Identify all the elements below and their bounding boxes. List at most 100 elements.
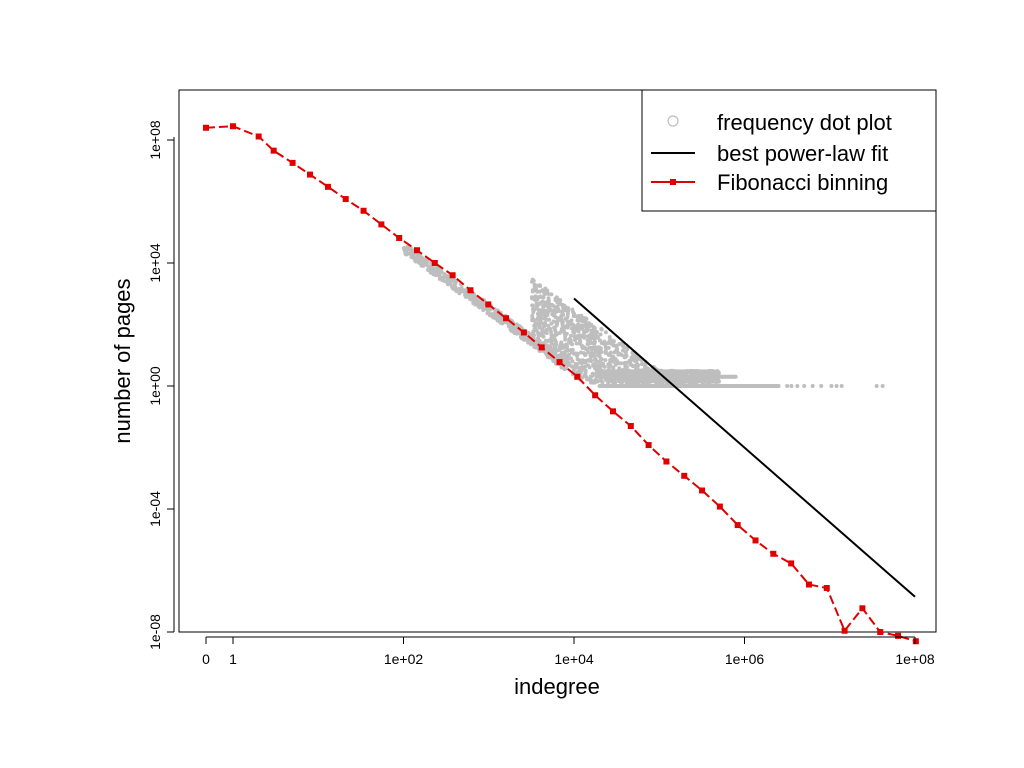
scatter-point — [476, 304, 481, 309]
scatter-point — [592, 326, 597, 331]
scatter-point — [776, 384, 781, 388]
scatter-point — [548, 329, 553, 334]
scatter-point — [708, 369, 713, 374]
scatter-point — [556, 307, 561, 312]
scatter-point — [419, 263, 424, 268]
scatter-point — [668, 377, 673, 382]
scatter-point — [536, 295, 541, 300]
legend-label-best-power-law-fit: best power-law fit — [717, 141, 888, 166]
scatter-point — [880, 384, 885, 388]
scatter-point — [566, 323, 571, 328]
scatter-point — [485, 307, 490, 312]
scatter-point — [529, 279, 534, 284]
legend-label-fibonacci-binning: Fibonacci binning — [717, 170, 888, 195]
scatter-point — [404, 252, 409, 257]
scatter-point — [611, 343, 616, 348]
power-law-fit-layer — [573, 297, 916, 598]
scatter-point — [434, 270, 439, 275]
scatter-point — [715, 377, 720, 382]
scatter-point — [424, 263, 429, 268]
fibonacci-point — [609, 408, 616, 415]
scatter-point — [607, 338, 612, 343]
scatter-point — [574, 365, 579, 370]
scatter-point — [633, 356, 638, 361]
scatter-point — [453, 279, 458, 284]
scatter-point — [413, 259, 418, 264]
scatter-point — [558, 301, 563, 306]
scatter-point — [560, 325, 565, 330]
scatter-point — [523, 335, 528, 340]
scatter-point — [537, 283, 542, 288]
scatter-point — [639, 362, 644, 367]
scatter-point — [534, 345, 539, 350]
scatter-point — [594, 330, 599, 335]
scatter-point — [530, 303, 535, 308]
scatter-point — [592, 361, 597, 366]
scatter-point — [577, 358, 582, 363]
scatter-point — [519, 336, 524, 341]
fibonacci-point — [859, 605, 866, 612]
scatter-point — [613, 348, 618, 353]
scatter-point — [531, 333, 536, 338]
scatter-point — [589, 351, 594, 356]
scatter-point — [587, 333, 592, 338]
scatter-point — [621, 342, 626, 347]
scatter-point — [624, 353, 629, 358]
fibonacci-point — [699, 487, 706, 494]
fibonacci-point — [342, 196, 349, 203]
fibonacci-point — [503, 315, 510, 322]
scatter-point — [587, 365, 592, 370]
scatter-point — [549, 292, 554, 297]
scatter-point — [536, 333, 541, 338]
scatter-point — [526, 331, 531, 336]
scatter-point — [553, 298, 558, 303]
scatter-point — [733, 374, 738, 379]
legend-box — [641, 89, 937, 212]
scatter-point — [595, 348, 600, 353]
scatter-point — [565, 358, 570, 363]
scatter-point — [595, 359, 600, 364]
scatter-point — [802, 384, 807, 388]
scatter-point — [565, 311, 570, 316]
scatter-point — [543, 314, 548, 319]
scatter-point — [541, 321, 546, 326]
fibonacci-point — [770, 550, 777, 557]
fibonacci-point — [823, 584, 830, 591]
scatter-point — [785, 384, 790, 388]
scatter-point — [562, 331, 567, 336]
scatter-point — [575, 362, 580, 367]
scatter-point — [603, 348, 608, 353]
scatter-point — [580, 375, 585, 380]
scatter-point — [550, 347, 555, 352]
fibonacci-point — [645, 442, 652, 449]
scatter-point — [795, 384, 800, 388]
scatter-point — [497, 314, 502, 319]
y-axis: 1e-08 1e-04 1e+00 1e+04 1e+08 number of page… — [110, 120, 175, 650]
fibonacci-point — [306, 171, 313, 178]
scatter-point — [572, 334, 577, 339]
fibonacci-point — [716, 503, 723, 510]
fibonacci-point — [912, 638, 919, 645]
fibonacci-point — [230, 123, 236, 130]
scatter-point — [611, 359, 616, 364]
scatter-point — [543, 310, 548, 315]
scatter-point — [512, 330, 517, 335]
scatter-point — [559, 365, 564, 370]
legend-symbol-circle-icon — [667, 115, 679, 127]
scatter-point — [569, 350, 574, 355]
scatter-point — [551, 319, 556, 324]
scatter-point — [569, 341, 574, 346]
scatter-point — [531, 329, 536, 334]
scatter-point — [636, 363, 641, 368]
scatter-point — [583, 320, 588, 325]
scatter-point — [578, 367, 583, 372]
scatter-point — [557, 347, 562, 352]
scatter-point — [588, 380, 593, 385]
scatter-point — [623, 350, 628, 355]
scatter-point — [591, 336, 596, 341]
scatter-point — [607, 335, 612, 340]
scatter-point — [480, 305, 485, 310]
scatter-point — [565, 306, 570, 311]
scatter-point — [516, 323, 521, 328]
